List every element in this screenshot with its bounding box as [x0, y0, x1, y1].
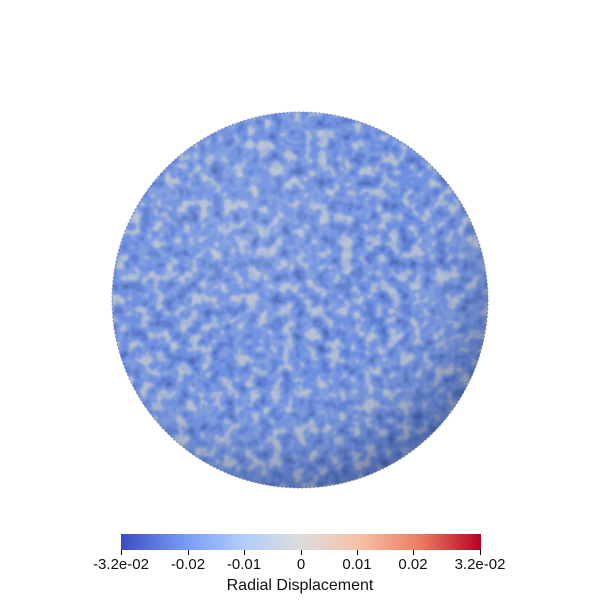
colorbar-title: Radial Displacement: [226, 577, 374, 594]
colorbar-tick: [357, 550, 358, 555]
colorbar-tick-label: 0.02: [398, 556, 428, 573]
colorbar-tick-label: 3.2e-02: [454, 556, 506, 573]
colorbar-tick-label: 0: [296, 556, 306, 573]
colorbar-tick-label: -3.2e-02: [93, 556, 149, 573]
colorbar-tick: [413, 550, 414, 555]
colorbar-tick: [301, 550, 302, 555]
colorbar-gradient: [121, 534, 481, 550]
colorbar-tick: [480, 550, 481, 555]
colorbar-tick-label: -0.01: [226, 556, 262, 573]
colorbar-tick: [188, 550, 189, 555]
colorbar-tick: [244, 550, 245, 555]
colorbar-tick-label: 0.01: [342, 556, 372, 573]
colorbar-tick: [121, 550, 122, 555]
colorbar-tick-label: -0.02: [170, 556, 206, 573]
colorbar: -3.2e-02 -0.02 -0.01 0 0.01 0.02 3.2e-02: [93, 534, 505, 573]
